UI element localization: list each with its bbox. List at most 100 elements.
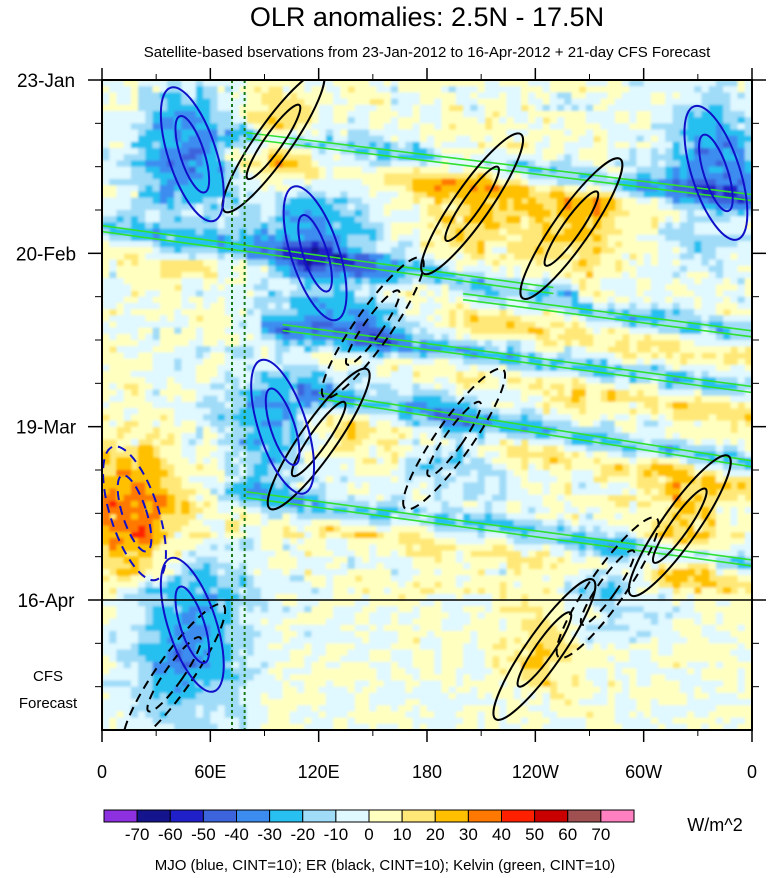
heatmap-cell [289, 686, 298, 694]
heatmap-cell [419, 686, 428, 694]
heatmap-cell [275, 575, 284, 583]
heatmap-cell [362, 104, 370, 112]
heatmap-cell [340, 216, 349, 223]
heatmap-cell [260, 148, 269, 155]
heatmap-cell [398, 216, 406, 223]
heatmap-cell [434, 482, 443, 490]
heatmap-cell [167, 692, 175, 700]
heatmap-cell [318, 544, 327, 552]
heatmap-cell [224, 358, 233, 366]
heatmap-cell [427, 135, 435, 143]
heatmap-cell [123, 247, 132, 254]
heatmap-cell [275, 210, 284, 217]
heatmap-cell [325, 717, 334, 725]
heatmap-cell [217, 278, 226, 285]
heatmap-cell [434, 80, 443, 87]
heatmap-cell [325, 203, 334, 211]
heatmap-cell [354, 240, 363, 248]
heatmap-cell [217, 259, 226, 267]
heatmap-cell [217, 135, 226, 143]
heatmap-cell [268, 179, 276, 186]
heatmap-cell [253, 445, 262, 453]
heatmap-cell [217, 234, 226, 242]
heatmap-cell [398, 674, 406, 682]
heatmap-cell [181, 692, 190, 700]
heatmap-cell [138, 358, 146, 366]
heatmap-cell [390, 723, 399, 730]
heatmap-cell [441, 457, 450, 465]
heatmap-cell [181, 470, 190, 477]
heatmap-cell [441, 340, 450, 347]
heatmap-cell [167, 315, 175, 323]
heatmap-cell [282, 216, 291, 223]
heatmap-cell [333, 123, 341, 131]
heatmap-cell [362, 624, 370, 632]
heatmap-cell [419, 519, 428, 527]
heatmap-cell [398, 680, 406, 688]
heatmap-cell [448, 259, 457, 267]
heatmap-cell [412, 674, 421, 682]
heatmap-cell [311, 265, 320, 273]
heatmap-cell [239, 210, 248, 217]
heatmap-cell [347, 624, 356, 632]
heatmap-cell [282, 408, 291, 415]
heatmap-cell [167, 414, 175, 422]
heatmap-cell [412, 141, 421, 149]
heatmap-cell [253, 593, 262, 601]
heatmap-cell [102, 284, 110, 292]
heatmap-cell [239, 110, 248, 118]
heatmap-cell [311, 519, 320, 527]
heatmap-cell [325, 680, 334, 688]
heatmap-cell [311, 649, 320, 657]
heatmap-cell [232, 296, 240, 304]
heatmap-cell [318, 129, 327, 137]
heatmap-cell [159, 686, 168, 694]
heatmap-cell [109, 544, 118, 552]
heatmap-cell [412, 439, 421, 446]
heatmap-cell [441, 333, 450, 341]
heatmap-cell [275, 135, 284, 143]
heatmap-cell [195, 166, 204, 174]
heatmap-cell [260, 612, 269, 620]
heatmap-cell [159, 612, 168, 620]
heatmap-cell [455, 606, 464, 613]
heatmap-cell [253, 315, 262, 323]
heatmap-cell [376, 680, 385, 688]
heatmap-cell [195, 80, 204, 87]
heatmap-cell [239, 562, 248, 570]
heatmap-cell [354, 457, 363, 465]
heatmap-cell [116, 439, 125, 446]
heatmap-cell [304, 259, 313, 267]
heatmap-cell [354, 507, 363, 514]
heatmap-cell [347, 470, 356, 477]
heatmap-cell [145, 476, 154, 483]
heatmap-cell [123, 494, 132, 502]
heatmap-cell [448, 507, 457, 514]
heatmap-cell [239, 420, 248, 428]
heatmap-cell [123, 352, 132, 360]
heatmap-cell [203, 674, 211, 682]
heatmap-cell [441, 686, 450, 694]
heatmap-cell [289, 309, 298, 316]
heatmap-cell [398, 222, 406, 230]
heatmap-cell [232, 191, 240, 199]
heatmap-cell [297, 538, 305, 545]
heatmap-cell [268, 377, 276, 384]
heatmap-cell [376, 600, 385, 607]
heatmap-cell [246, 513, 255, 521]
heatmap-cell [376, 135, 385, 143]
heatmap-cell [268, 556, 276, 564]
heatmap-cell [347, 556, 356, 564]
heatmap-cell [268, 408, 276, 415]
heatmap-cell [253, 661, 262, 669]
heatmap-cell [376, 358, 385, 366]
heatmap-cell [181, 117, 190, 124]
heatmap-cell [195, 389, 204, 397]
heatmap-cell [138, 488, 146, 496]
heatmap-cell [181, 352, 190, 360]
heatmap-cell [412, 705, 421, 713]
heatmap-cell [362, 451, 370, 459]
heatmap-cell [297, 643, 305, 651]
heatmap-cell [390, 92, 399, 100]
heatmap-cell [318, 606, 327, 613]
